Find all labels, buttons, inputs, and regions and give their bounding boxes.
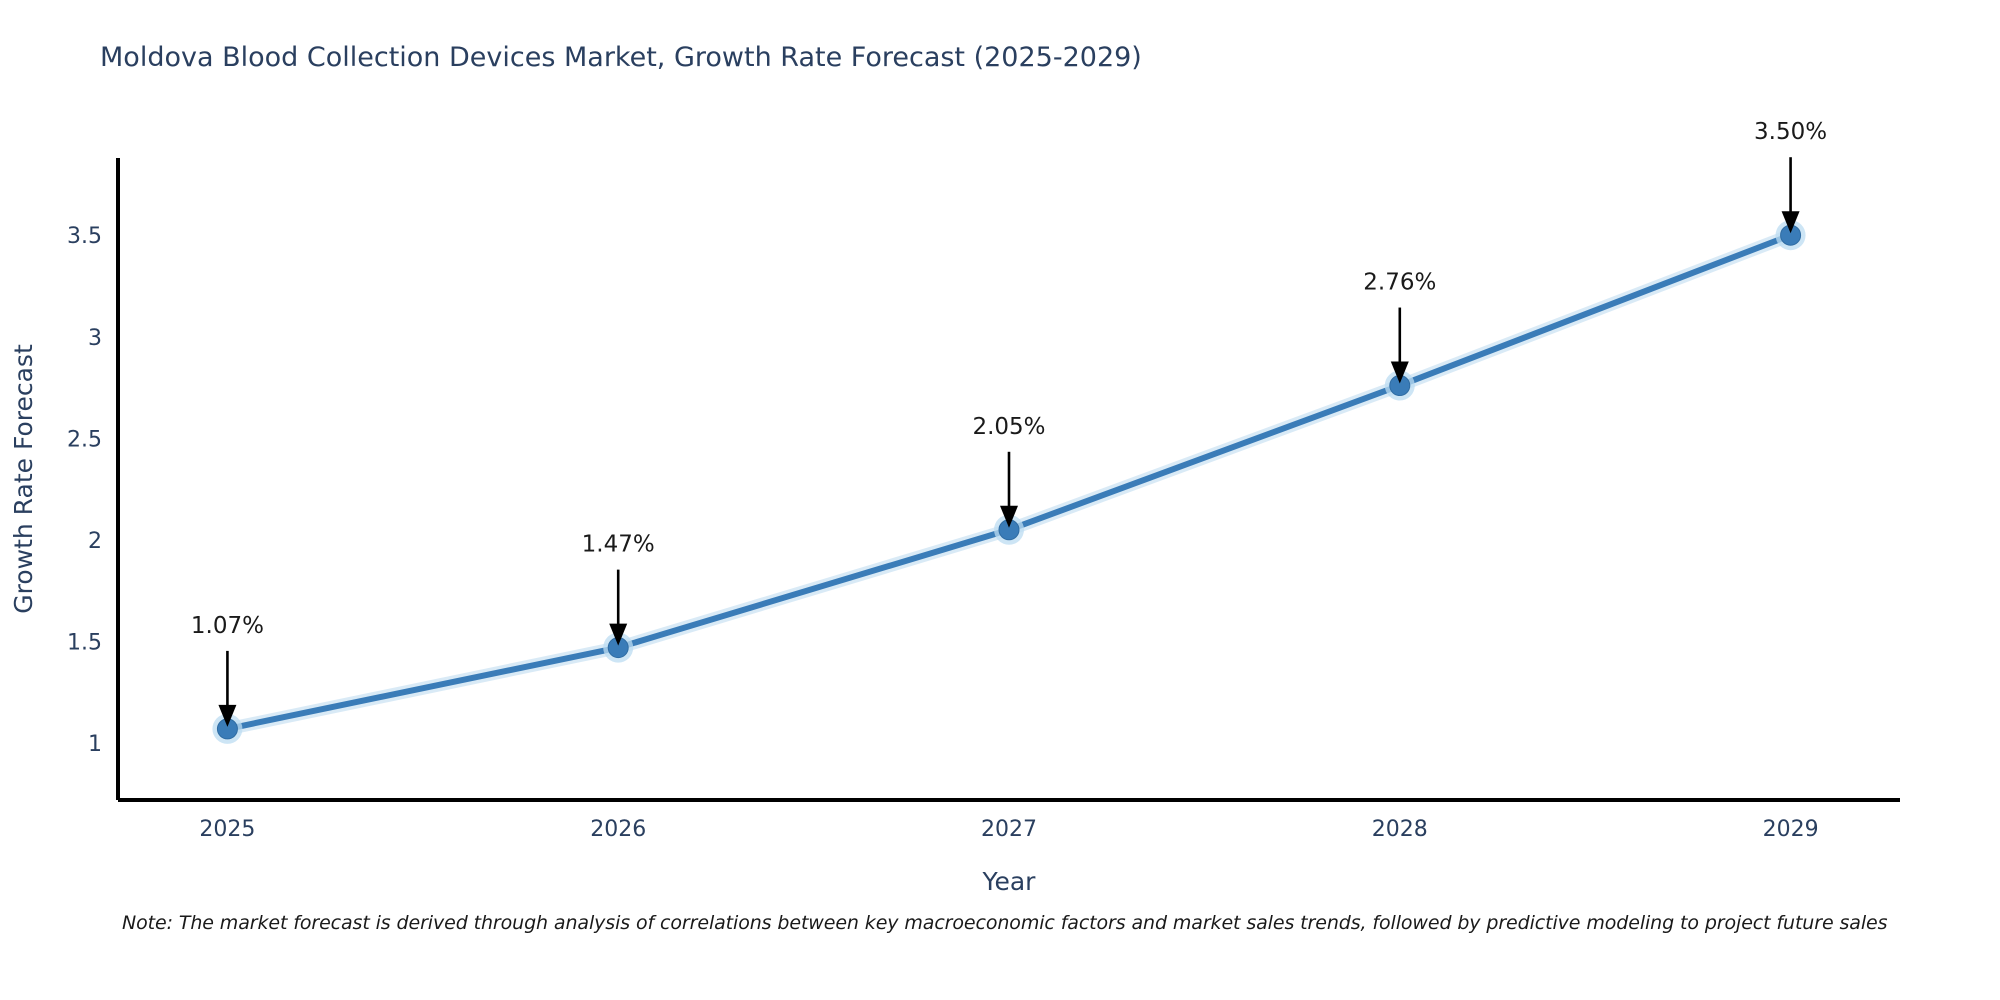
y-tick-label: 3 — [88, 326, 102, 351]
annotation-arrowhead — [1000, 505, 1018, 528]
data-point-annotation: 2.05% — [972, 414, 1045, 440]
annotation-arrowhead — [218, 704, 237, 727]
chart-note: Note: The market forecast is derived thr… — [122, 912, 1888, 934]
x-tick-label: 2029 — [1763, 817, 1819, 842]
y-tick-label: 3.5 — [67, 224, 102, 249]
y-tick-label: 2.5 — [67, 427, 102, 452]
data-point-annotation: 2.76% — [1363, 270, 1436, 296]
annotation-arrowhead — [1390, 361, 1409, 384]
x-tick-label: 2025 — [199, 817, 255, 842]
x-tick-label: 2028 — [1372, 817, 1428, 842]
annotation-arrowhead — [1781, 211, 1800, 234]
x-axis-title: Year — [982, 867, 1037, 896]
data-point-annotation: 1.07% — [191, 613, 264, 639]
data-point-annotation: 1.47% — [582, 532, 655, 558]
y-tick-label: 1.5 — [67, 631, 102, 656]
chart-title: Moldova Blood Collection Devices Market,… — [100, 42, 1142, 73]
y-tick-label: 2 — [88, 529, 102, 554]
x-tick-label: 2027 — [981, 817, 1037, 842]
annotation-arrowhead — [609, 623, 628, 646]
x-tick-label: 2026 — [590, 817, 646, 842]
y-tick-label: 1 — [88, 732, 102, 757]
data-point-annotation: 3.50% — [1754, 119, 1827, 145]
y-axis-title: Growth Rate Forecast — [9, 344, 38, 614]
